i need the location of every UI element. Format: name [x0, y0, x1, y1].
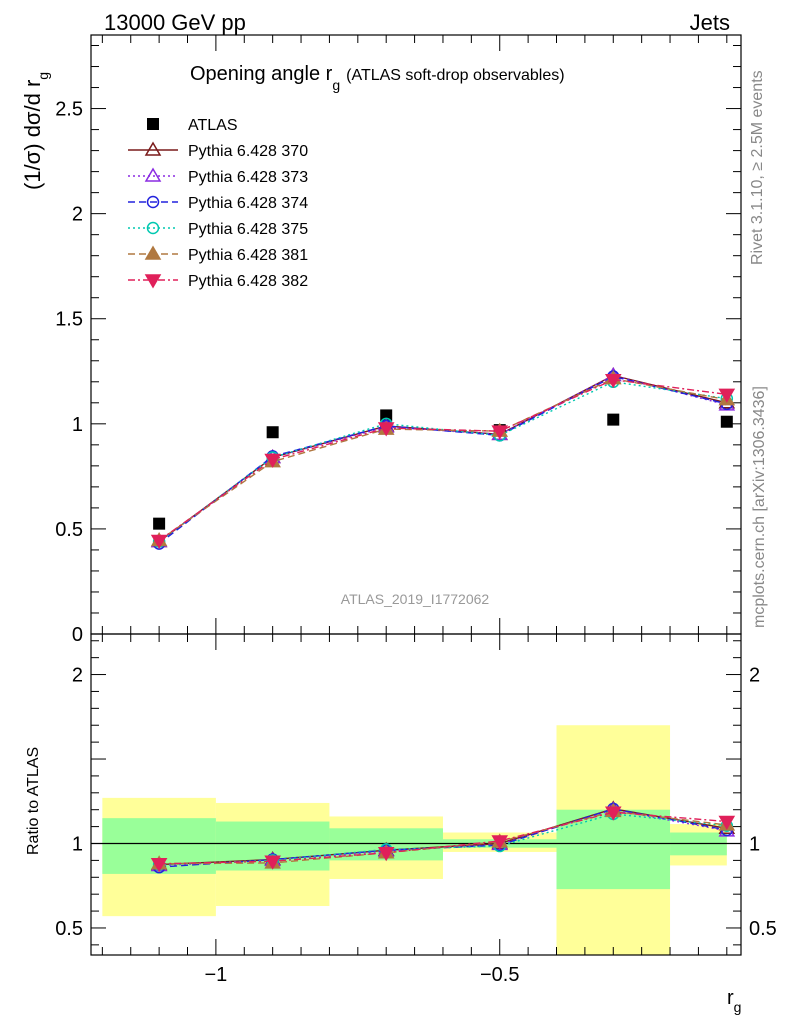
- upper-ylabel-text: (1/σ) dσ/d r: [20, 80, 45, 190]
- upper-series-line: [158, 378, 727, 542]
- upper-plot: 0 0.5 1 1.5 2 2.5: [55, 34, 742, 646]
- legend-label: Pythia 6.428 373: [188, 169, 308, 186]
- ratio-xtick-label: −1: [204, 964, 227, 986]
- upper-point: [377, 422, 395, 437]
- ratio-point: [377, 847, 395, 862]
- ratio-point: [604, 806, 622, 821]
- upper-series-5: [150, 370, 736, 547]
- upper-ytick-label: 1: [72, 414, 83, 436]
- legend-label: Pythia 6.428 370: [188, 143, 308, 160]
- side-text-top: Rivet 3.1.10, ≥ 2.5M events: [749, 70, 766, 265]
- legend-entry: Pythia 6.428 373: [128, 167, 308, 186]
- upper-ytick-label: 0: [72, 624, 83, 646]
- upper-ylabel-sub: g: [35, 72, 51, 80]
- legend-entry: Pythia 6.428 374: [128, 195, 308, 212]
- legend-entry: Pythia 6.428 381: [128, 245, 308, 264]
- upper-ylabel: (1/σ) dσ/d rg: [20, 72, 51, 190]
- legend-entry: Pythia 6.428 382: [128, 273, 308, 290]
- upper-series-line: [158, 374, 727, 543]
- main-title-text: Opening angle r: [190, 63, 333, 85]
- legend-label: ATLAS: [188, 117, 238, 134]
- legend-marker: [144, 274, 162, 289]
- main-title-sub: g: [332, 77, 340, 93]
- ratio-frame: [90, 633, 742, 956]
- ratio-series-5: [150, 806, 736, 873]
- legend-marker: [146, 221, 160, 235]
- legend: ATLAS Pythia 6.428 370 Pythia 6.428 373 Pyt…: [128, 117, 308, 290]
- ratio-series-line: [159, 810, 727, 865]
- ratio-ytick-label: 1: [72, 833, 83, 855]
- ratio-ytick-label: 0.5: [55, 918, 83, 940]
- upper-series-2: [150, 366, 736, 548]
- ratio-ytick-label: 2: [72, 665, 83, 687]
- upper-series-line: [158, 374, 727, 543]
- ratio-band-inner: [556, 809, 671, 890]
- upper-series-1: [150, 366, 736, 548]
- ratio-series-line: [159, 808, 727, 868]
- watermark: ATLAS_2019_I1772062: [341, 591, 490, 607]
- legend-label: Pythia 6.428 374: [188, 195, 308, 212]
- xlabel: rg: [727, 987, 741, 1015]
- legend-label: Pythia 6.428 381: [188, 247, 308, 264]
- upper-point: [150, 534, 168, 549]
- legend-marker: [146, 195, 160, 209]
- upper-ytick-label: 2: [72, 204, 83, 226]
- legend-entry: ATLAS: [147, 117, 238, 134]
- upper-point: [607, 413, 620, 426]
- upper-series-line: [158, 375, 727, 545]
- upper-point: [718, 388, 736, 403]
- upper-series-0: [153, 409, 733, 530]
- header-right: Jets: [690, 10, 730, 35]
- legend-entry: Pythia 6.428 375: [128, 221, 308, 238]
- upper-point: [153, 517, 166, 530]
- upper-series-4: [152, 375, 734, 548]
- upper-series-6: [150, 373, 736, 549]
- upper-point: [491, 425, 509, 440]
- upper-point: [604, 373, 622, 389]
- legend-marker: [144, 245, 162, 260]
- legend-entry: Pythia 6.428 370: [128, 141, 308, 160]
- ratio-point: [718, 815, 736, 831]
- ratio-series-line: [159, 811, 727, 865]
- upper-series-3: [152, 370, 734, 550]
- upper-ytick-label: 2.5: [55, 99, 83, 121]
- main-title: Opening angle rg (ATLAS soft-drop observa…: [190, 63, 565, 93]
- ratio-plot: 0.5 1 2 −1 −0.5 0.5 1 2: [55, 633, 777, 986]
- upper-point: [720, 415, 733, 428]
- ratio-point: [150, 858, 168, 873]
- upper-point: [264, 453, 281, 469]
- upper-series-line: [158, 381, 727, 543]
- upper-ytick-label: 1.5: [55, 309, 83, 331]
- legend-label: Pythia 6.428 382: [188, 273, 308, 290]
- main-title-paren: (ATLAS soft-drop observables): [346, 67, 564, 84]
- ratio-ytick-label-right: 2: [749, 665, 760, 687]
- ratio-point: [264, 855, 281, 870]
- ratio-ytick-label-right: 0.5: [749, 918, 777, 940]
- legend-marker: [144, 141, 162, 156]
- upper-ytick-label: 0.5: [55, 519, 83, 541]
- xlabel-text: r: [727, 987, 734, 1009]
- ratio-ytick-label-right: 1: [749, 833, 760, 855]
- legend-label: Pythia 6.428 375: [188, 221, 308, 238]
- ratio-point: [491, 835, 509, 850]
- legend-marker: [144, 167, 162, 182]
- ratio-xtick-label: −0.5: [480, 964, 519, 986]
- header-left: 13000 GeV pp: [104, 10, 246, 35]
- upper-series-line: [158, 377, 727, 542]
- legend-marker: [147, 118, 159, 130]
- side-text-bottom: mcplots.cern.ch [arXiv:1306.3436]: [751, 386, 768, 628]
- ratio-ylabel: Ratio to ATLAS: [25, 747, 42, 855]
- xlabel-sub: g: [734, 999, 742, 1015]
- upper-point: [266, 426, 279, 439]
